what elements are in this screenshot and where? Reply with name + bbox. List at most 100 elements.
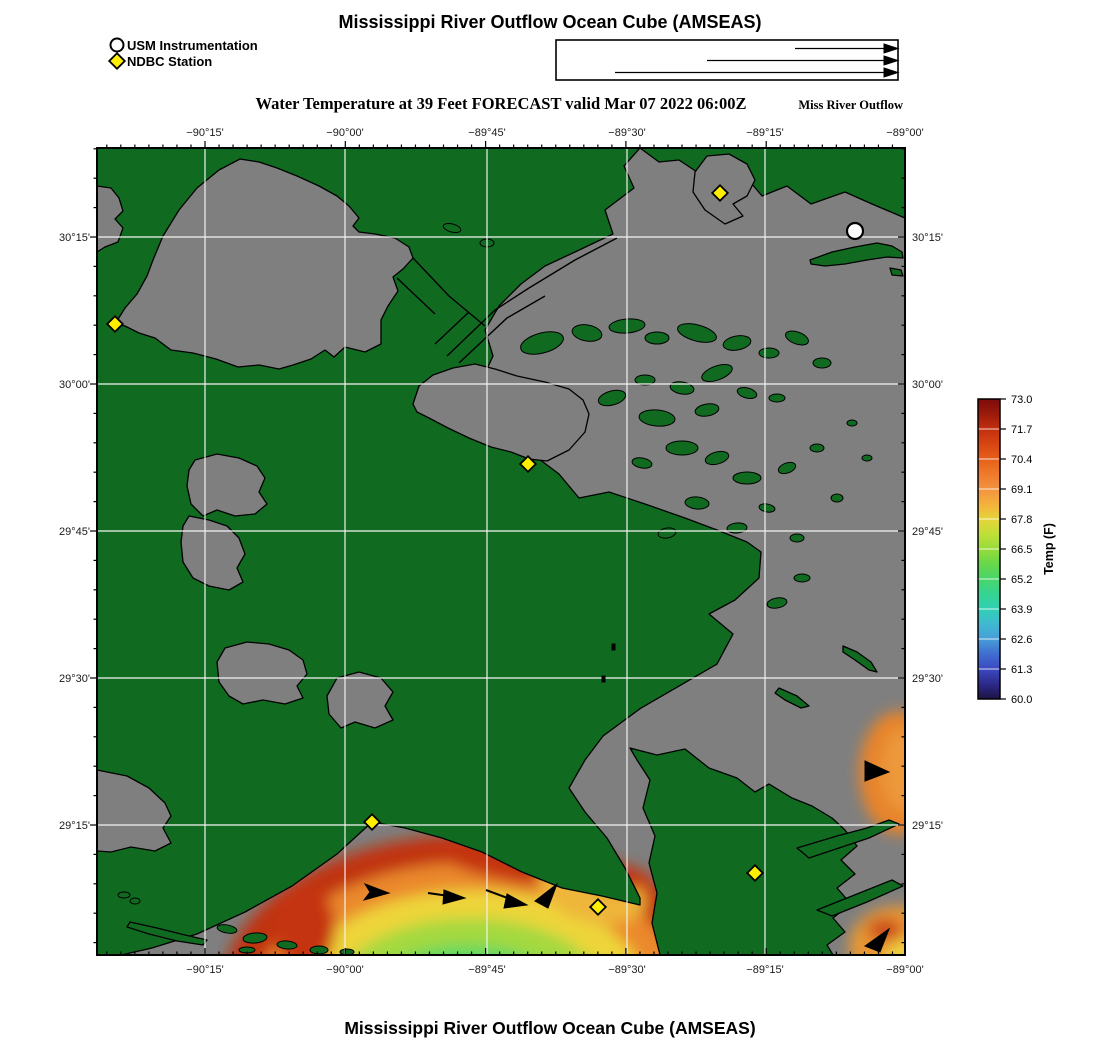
lat-tick-label-right: 29°30' [912,673,943,685]
marsh-island [812,357,832,369]
delta-peninsula [816,879,904,917]
ndbc-station-marker [745,863,765,883]
axis-labels: −90°15' −90°15' −90°00' −90°00' −89°45' −89°4… [59,127,943,976]
graticule [97,148,905,955]
current-arrow [601,675,606,683]
marsh-island [216,924,238,934]
marsh-island [694,403,720,417]
marsh-island [684,496,710,510]
lon-tick-label-top: −89°15' [746,127,783,139]
lon-tick-label-top: −90°00' [326,127,363,139]
lon-tick-label-top: −89°00' [886,127,923,139]
cat-island [809,242,904,267]
lon-tick-label-bottom: −90°15' [186,964,223,976]
marsh-island [758,503,776,513]
lon-tick-label-top: −89°45' [468,127,505,139]
marsh-island [644,331,670,345]
lake-borgne [412,363,590,462]
lat-tick-label-right: 29°15' [912,820,943,832]
marsh-island [339,948,355,955]
current-arrow [611,643,616,651]
current-arrow [863,927,891,953]
marsh-island [736,387,758,399]
marsh-island [758,347,780,359]
marsh-island [785,330,809,346]
west-bay [97,769,172,853]
marsh-island [242,932,268,944]
station-markers [105,183,865,917]
legend-markers [107,37,127,71]
colorbar-tick-label: 63.9 [1011,604,1032,616]
chandeleur-island [842,645,878,673]
marsh-island [129,897,141,905]
marsh-island [701,363,733,383]
colorbar-tick-label: 73.0 [1011,394,1032,406]
twin-lake-lower [180,515,246,591]
marsh-island [830,493,844,503]
barrier-spit [126,921,208,946]
velocity-arrowhead [883,43,900,54]
lon-tick-label-bottom: −89°45' [468,964,505,976]
current-arrows [362,643,891,953]
marsh-island [677,323,717,343]
marsh-island [777,461,797,475]
lat-tick-label-right: 29°45' [912,526,943,538]
colorbar-tick-label: 67.8 [1011,514,1032,526]
marsh-islands [117,222,873,955]
ndbc-station-marker [105,314,125,334]
current-arrow [362,883,391,901]
lat-tick-label-right: 30°15' [912,232,943,244]
lon-tick-label-top: −89°30' [608,127,645,139]
colorbar-tick-label: 62.6 [1011,634,1032,646]
current-arrow [442,889,467,905]
colorbar-tick-label: 66.5 [1011,544,1032,556]
velocity-scale-box [555,39,900,81]
colorbar-tick-label: 65.2 [1011,574,1032,586]
map-area [90,141,906,956]
page-title: Mississippi River Outflow Ocean Cube (AM… [338,12,762,32]
chandeleur-island [774,687,810,709]
colorbar-border [977,398,1001,700]
marsh-island [732,471,762,485]
marsh-island [768,393,786,403]
colorbar-title: Temp (F) [1042,523,1056,575]
lon-tick-label-bottom: −89°30' [608,964,645,976]
colorbar-tick-label: 71.7 [1011,424,1032,436]
marsh-island [665,440,699,456]
marsh-island [276,940,298,950]
colorbar-tick-label: 60.0 [1011,694,1032,706]
marsh-island [571,324,603,342]
marsh-island [117,891,131,899]
colorbar-labels: 73.0 71.7 70.4 69.1 67.8 66.5 65.2 63.9 62.6 61.3… [1011,394,1032,706]
colorbar-tick-label: 69.1 [1011,484,1032,496]
lat-tick-label-right: 30°00' [912,379,943,391]
small-island [889,267,904,277]
current-arrow [534,882,559,909]
southeast-delta [629,747,858,955]
west-lake [97,185,124,253]
lat-tick-label-left: 29°30' [59,673,90,685]
map-border [96,147,906,956]
lat-tick-label-left: 30°15' [59,232,90,244]
ndbc-station-marker [588,897,608,917]
marsh-island [597,389,627,407]
marsh-island [704,450,730,466]
colorbar-tick-label: 70.4 [1011,454,1032,466]
usm-instrument-marker [845,221,865,241]
ndbc-station-marker [518,454,538,474]
velocity-arrowhead [883,55,900,66]
axis-ticks [90,141,905,955]
lon-tick-label-top: −90°15' [186,127,223,139]
twin-lake-upper [186,453,268,517]
lakes-bays [97,153,756,853]
legend-usm-label: USM Instrumentation [127,38,258,53]
delta-peninsula [796,819,900,859]
marsh-island [809,443,825,453]
velocity-arrowhead [883,67,900,78]
current-arrow [503,893,529,909]
lat-tick-label-left: 30°00' [59,379,90,391]
marsh-island [789,533,805,543]
marsh-island [793,573,811,583]
